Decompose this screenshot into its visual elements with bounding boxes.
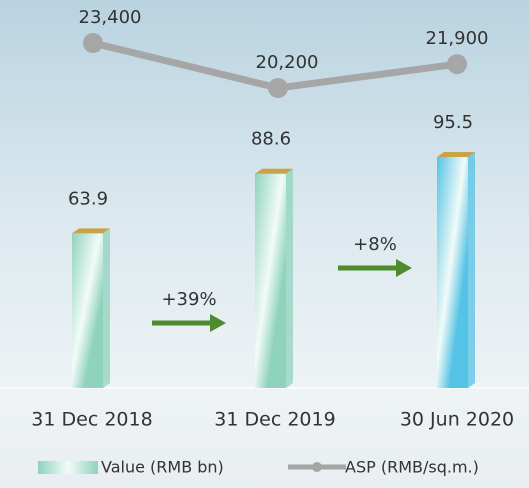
bar-cap xyxy=(255,168,293,174)
asp-point xyxy=(447,54,467,75)
x-category-label: 30 Jun 2020 xyxy=(400,409,514,431)
asp-value-label: 20,200 xyxy=(256,52,319,73)
legend-swatch-point xyxy=(312,462,322,472)
growth-label: +8% xyxy=(353,234,397,255)
bar xyxy=(437,157,468,388)
x-category-label: 31 Dec 2019 xyxy=(214,409,335,431)
asp-value-label: 23,400 xyxy=(79,7,142,28)
bar xyxy=(255,173,286,388)
growth-arrow-head xyxy=(210,314,226,332)
bar-side xyxy=(286,168,293,388)
legend-label: Value (RMB bn) xyxy=(101,458,224,477)
bar-value-label: 95.5 xyxy=(433,112,473,133)
growth-label: +39% xyxy=(161,289,216,310)
x-category-label: 31 Dec 2018 xyxy=(31,409,152,431)
asp-point xyxy=(268,78,288,98)
bar-value-label: 63.9 xyxy=(68,188,108,209)
bar-cap xyxy=(72,228,110,234)
bar-side xyxy=(468,152,475,388)
bar-side xyxy=(103,228,110,388)
bar-cap xyxy=(437,152,475,157)
asp-value-label: 21,900 xyxy=(426,28,489,49)
asp-point xyxy=(83,33,103,53)
legend-swatch-bar xyxy=(38,461,98,474)
legend-label: ASP (RMB/sq.m.) xyxy=(345,458,479,477)
bar-value-label: 88.6 xyxy=(251,129,291,150)
bar xyxy=(72,233,103,388)
growth-arrow-head xyxy=(396,259,412,277)
